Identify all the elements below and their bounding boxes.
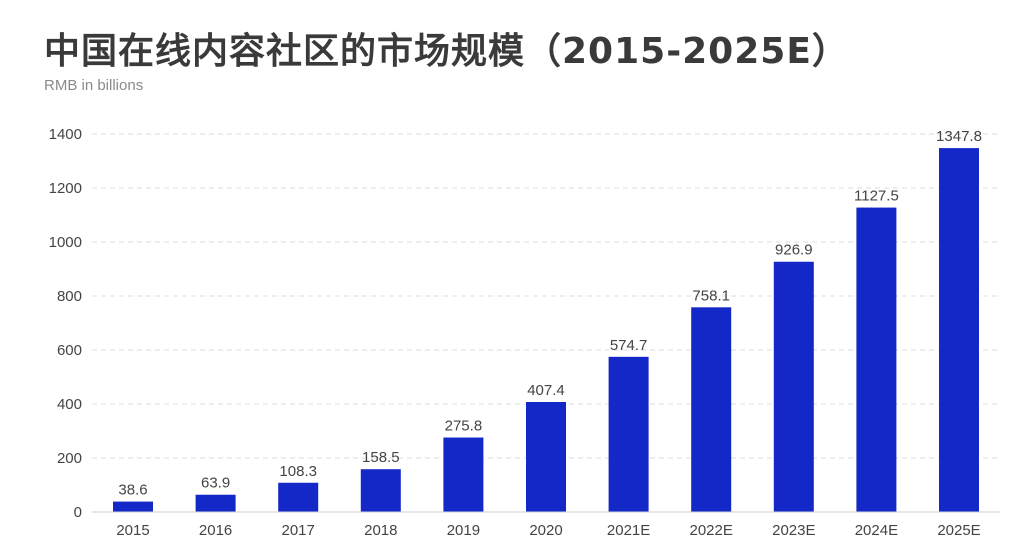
- data-label: 38.6: [118, 482, 147, 499]
- bar: [608, 356, 649, 512]
- data-label: 407.4: [527, 382, 565, 399]
- x-tick-label: 2021E: [607, 522, 650, 539]
- x-tick-label: 2023E: [772, 522, 815, 539]
- y-tick-label: 1000: [49, 234, 82, 251]
- bar: [526, 402, 566, 512]
- bar: [443, 437, 484, 512]
- bars: [113, 148, 979, 512]
- y-tick-label: 1200: [49, 180, 82, 197]
- bar: [360, 469, 401, 512]
- chart-subtitle: RMB in billions: [44, 77, 144, 94]
- bar: [278, 482, 319, 512]
- y-axis-ticks: 0 200 400 600 800 1000 1200 1400: [49, 126, 82, 521]
- data-label: 158.5: [362, 449, 400, 466]
- chart-title: 中国在线内容社区的市场规模（2015-2025E）: [44, 31, 849, 72]
- x-tick-label: 2020: [529, 522, 562, 539]
- bar: [939, 148, 979, 512]
- data-label: 63.9: [201, 475, 230, 492]
- bar: [773, 261, 814, 512]
- data-label: 758.1: [692, 287, 730, 304]
- y-tick-label: 600: [57, 342, 82, 359]
- y-tick-label: 1400: [49, 126, 82, 143]
- data-label: 1347.8: [936, 128, 982, 145]
- x-tick-label: 2017: [282, 522, 315, 539]
- bar: [856, 207, 897, 512]
- x-tick-label: 2024E: [855, 522, 898, 539]
- data-label: 1127.5: [854, 188, 899, 205]
- x-tick-label: 2025E: [937, 522, 980, 539]
- bar: [113, 501, 153, 512]
- data-label: 108.3: [279, 463, 317, 480]
- x-tick-label: 2018: [364, 522, 397, 539]
- x-axis-ticks: 2015 2016 2017 2018 2019 2020 2021E 2022E 2023E 2…: [116, 522, 980, 539]
- bar: [691, 307, 732, 512]
- data-label: 926.9: [775, 242, 813, 259]
- y-tick-label: 0: [74, 504, 82, 521]
- data-labels: 38.6 63.9 108.3 158.5 275.8 407.4 574.7 758.1 92…: [118, 128, 982, 498]
- x-tick-label: 2019: [447, 522, 480, 539]
- y-tick-label: 200: [57, 450, 82, 467]
- y-tick-label: 400: [57, 396, 82, 413]
- x-tick-label: 2015: [116, 522, 149, 539]
- x-tick-label: 2016: [199, 522, 232, 539]
- bar: [195, 494, 236, 512]
- x-tick-label: 2022E: [690, 522, 733, 539]
- data-label: 275.8: [445, 418, 483, 435]
- y-tick-label: 800: [57, 288, 82, 305]
- data-label: 574.7: [610, 337, 648, 354]
